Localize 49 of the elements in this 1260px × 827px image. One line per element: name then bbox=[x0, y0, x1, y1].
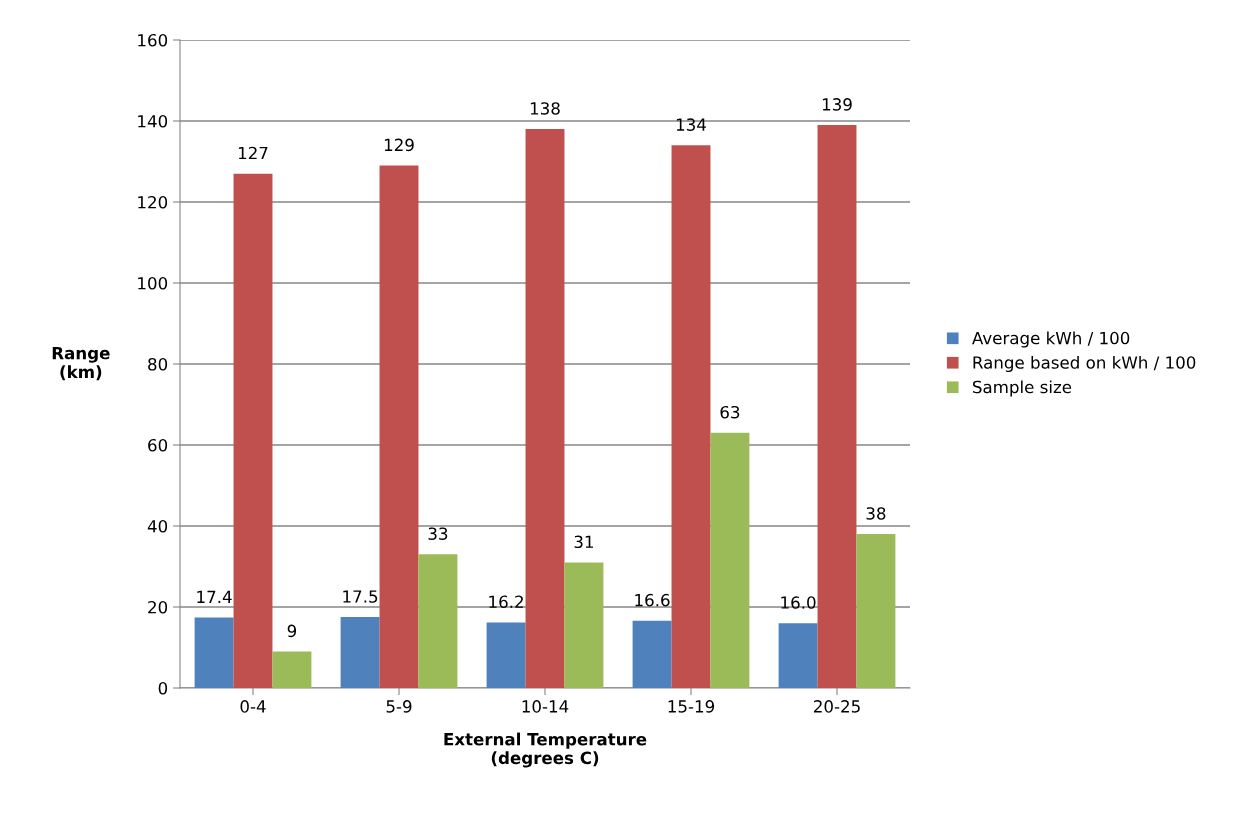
bar bbox=[710, 432, 750, 688]
legend-label: Range based on kWh / 100 bbox=[973, 355, 1196, 373]
bar bbox=[233, 173, 273, 688]
bar bbox=[194, 617, 234, 688]
bar bbox=[486, 622, 526, 688]
y-tick-label: 60 bbox=[148, 438, 168, 452]
data-label: 16.0 bbox=[781, 596, 816, 609]
y-tick-label: 100 bbox=[138, 276, 168, 290]
x-tick-label: 5-9 bbox=[386, 700, 412, 713]
data-label: 9 bbox=[287, 624, 297, 638]
data-label: 134 bbox=[676, 118, 706, 131]
bar bbox=[418, 554, 458, 688]
data-label: 63 bbox=[720, 405, 740, 419]
data-label: 129 bbox=[384, 138, 414, 152]
y-tick-label: 20 bbox=[148, 600, 168, 614]
y-tick-label: 80 bbox=[148, 357, 168, 371]
bar bbox=[671, 145, 711, 688]
data-label: 139 bbox=[822, 98, 852, 111]
data-label: 127 bbox=[238, 146, 268, 160]
bar bbox=[272, 651, 312, 688]
data-label: 16.6 bbox=[635, 593, 670, 607]
data-label: 31 bbox=[574, 535, 593, 549]
y-tick-label: 140 bbox=[138, 114, 168, 128]
bar bbox=[632, 620, 672, 688]
bar bbox=[817, 125, 857, 688]
y-tick-label: 160 bbox=[138, 33, 168, 47]
data-label: 33 bbox=[428, 527, 448, 541]
data-label: 16.2 bbox=[489, 595, 523, 609]
x-tick-label: 20-25 bbox=[814, 700, 860, 713]
bar bbox=[778, 623, 818, 688]
bar bbox=[340, 617, 380, 688]
bar bbox=[379, 165, 419, 688]
data-label: 38 bbox=[866, 507, 886, 520]
legend-label: Sample size bbox=[973, 380, 1072, 397]
legend-label: Average kWh / 100 bbox=[972, 331, 1130, 348]
data-label: 17.4 bbox=[197, 590, 232, 603]
y-axis-title: Range (km) bbox=[52, 346, 110, 381]
bar bbox=[856, 534, 896, 688]
y-tick-label: 120 bbox=[138, 195, 168, 209]
x-axis-title: External Temperature (degrees C) bbox=[444, 732, 647, 768]
data-label: 138 bbox=[530, 102, 560, 115]
x-tick-label: 10-14 bbox=[522, 700, 569, 713]
bar bbox=[525, 129, 565, 688]
bar bbox=[564, 562, 604, 688]
y-tick-label: 40 bbox=[147, 519, 168, 533]
x-tick-label: 15-19 bbox=[668, 700, 715, 713]
data-label: 17.5 bbox=[343, 590, 378, 603]
y-tick-label: 0 bbox=[158, 681, 168, 695]
x-tick-label: 0-4 bbox=[240, 700, 266, 713]
